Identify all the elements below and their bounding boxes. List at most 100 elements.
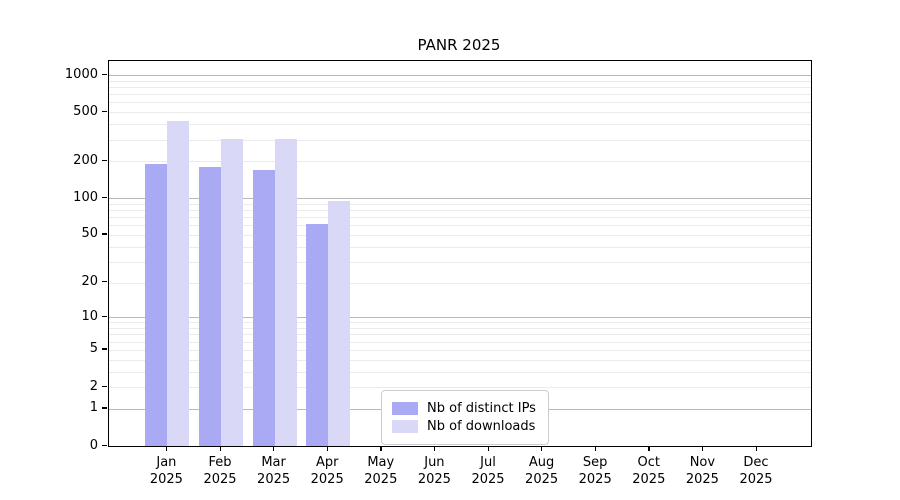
x-axis-tick-label: Mar 2025 (242, 454, 306, 488)
legend-item: Nb of distinct IPs (392, 401, 536, 416)
minor-gridline (109, 225, 811, 227)
x-tick-month: Nov (689, 455, 716, 470)
x-axis-tick (755, 447, 757, 451)
x-axis-tick-label: Jan 2025 (134, 454, 198, 488)
x-tick-month: Aug (528, 455, 555, 470)
x-tick-month: Dec (743, 455, 769, 470)
x-axis-tick (648, 447, 650, 451)
y-axis-tick (102, 407, 107, 409)
x-axis-tick-label: Dec 2025 (724, 454, 788, 488)
minor-gridline (109, 359, 811, 361)
bar-distinct-ips-feb (199, 166, 221, 446)
bar-downloads-feb (221, 138, 243, 446)
plot-inner (109, 61, 811, 446)
minor-gridline (109, 234, 811, 236)
bar-distinct-ips-jan (145, 164, 168, 446)
y-axis-tick-label: 5 (89, 341, 98, 357)
major-gridline (109, 75, 811, 76)
x-axis-tick (701, 447, 704, 451)
x-tick-year: 2025 (257, 472, 291, 487)
y-axis-tick (102, 233, 107, 235)
minor-gridline (109, 161, 811, 163)
x-tick-year: 2025 (203, 472, 237, 487)
x-axis-tick-label: Oct 2025 (617, 454, 681, 488)
y-axis-tick-label: 10 (81, 308, 98, 324)
x-tick-year: 2025 (310, 472, 344, 487)
minor-gridline (109, 210, 811, 211)
minor-gridline (109, 349, 811, 351)
y-axis-tick (102, 385, 107, 387)
minor-gridline (109, 80, 811, 82)
minor-gridline (109, 282, 811, 284)
x-tick-month: Apr (315, 455, 339, 470)
y-axis-tick (102, 196, 107, 198)
x-tick-month: Jan (156, 455, 177, 470)
chart-title: PANR 2025 (417, 36, 501, 54)
legend-swatch-downloads (392, 420, 418, 433)
x-tick-month: Feb (208, 455, 232, 470)
minor-gridline (109, 334, 811, 336)
minor-gridline (109, 217, 811, 219)
minor-gridline (109, 322, 811, 324)
minor-gridline (109, 246, 811, 248)
y-axis-tick-label: 20 (81, 274, 98, 289)
minor-gridline (109, 203, 811, 205)
major-gridline (109, 198, 811, 200)
x-axis-tick (541, 447, 543, 451)
y-axis-tick-label: 500 (73, 103, 98, 119)
x-tick-month: Sep (582, 455, 608, 470)
bar-distinct-ips-mar (252, 169, 275, 446)
y-axis-tick-label: 0 (89, 437, 98, 453)
minor-gridline (109, 112, 811, 114)
legend-swatch-distinct-ips (392, 402, 418, 415)
x-axis-tick (380, 447, 382, 451)
major-gridline (109, 317, 811, 319)
x-tick-year: 2025 (632, 472, 666, 487)
y-axis-tick-label: 2 (89, 378, 98, 394)
x-tick-month: Jul (480, 455, 496, 470)
y-axis-tick (102, 444, 107, 446)
x-tick-month: Mar (261, 455, 286, 470)
legend-item: Nb of downloads (392, 419, 536, 434)
legend: Nb of distinct IPs Nb of downloads (381, 390, 549, 445)
x-axis-tick (273, 447, 275, 451)
x-tick-month: Oct (637, 455, 661, 470)
x-axis-tick-label: Feb 2025 (188, 454, 252, 488)
x-axis-tick-label: Sep 2025 (563, 454, 627, 488)
y-axis-tick (102, 281, 107, 283)
x-tick-month: May (367, 455, 395, 470)
y-axis-tick (102, 73, 107, 75)
x-tick-year: 2025 (739, 472, 773, 487)
x-tick-year: 2025 (578, 472, 612, 487)
x-axis-tick-label: Apr 2025 (295, 454, 359, 488)
y-axis-tick-label: 1000 (64, 66, 98, 82)
x-axis-tick-label: Jun 2025 (402, 454, 466, 488)
legend-label: Nb of distinct IPs (427, 401, 536, 416)
minor-gridline (109, 87, 811, 88)
minor-gridline (109, 328, 811, 329)
x-axis-tick-label: Aug 2025 (510, 454, 574, 488)
minor-gridline (109, 387, 811, 388)
y-axis-tick-label: 100 (73, 189, 98, 205)
bar-downloads-apr (328, 200, 351, 446)
legend-label: Nb of downloads (427, 419, 536, 434)
x-axis-tick-label: Jul 2025 (456, 454, 520, 488)
x-tick-year: 2025 (685, 472, 719, 487)
plot-area: Nb of distinct IPs Nb of downloads (108, 60, 812, 447)
y-axis-tick (102, 159, 107, 161)
y-axis-tick-label: 200 (73, 152, 98, 168)
minor-gridline (109, 261, 811, 263)
y-axis-tick (102, 348, 107, 350)
minor-gridline (109, 371, 811, 373)
x-tick-year: 2025 (525, 472, 559, 487)
x-axis-tick (219, 447, 221, 451)
minor-gridline (109, 124, 811, 126)
x-axis-tick-label: Nov 2025 (670, 454, 734, 488)
y-axis-tick-label: 1 (89, 400, 98, 416)
x-axis-tick-label: May 2025 (349, 454, 413, 488)
minor-gridline (109, 139, 811, 141)
bar-distinct-ips-apr (306, 223, 329, 446)
bar-downloads-jan (167, 120, 190, 446)
x-axis-tick (487, 447, 489, 451)
